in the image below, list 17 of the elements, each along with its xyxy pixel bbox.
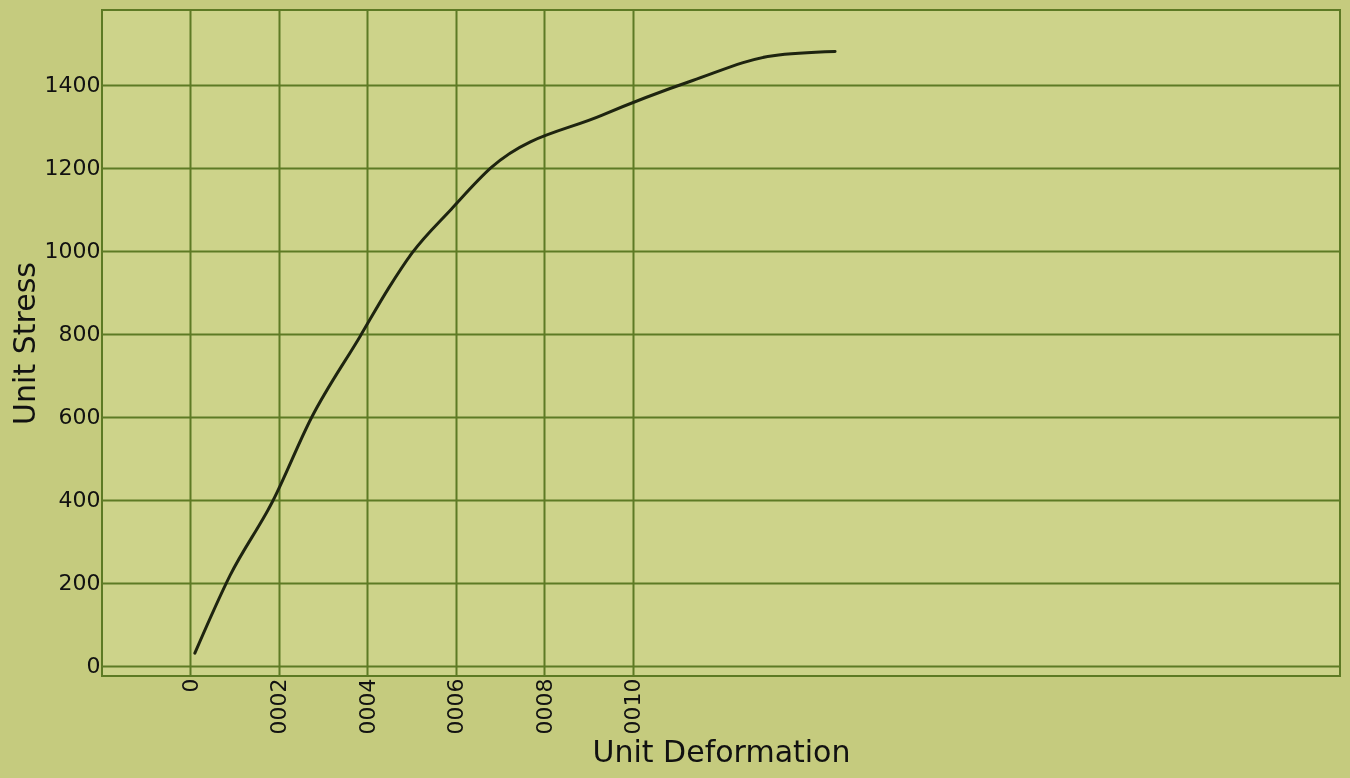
x-axis-title: Unit Deformation xyxy=(592,734,851,770)
y-tick-label: 1000 xyxy=(44,238,101,264)
y-tick-label: 1400 xyxy=(44,72,101,98)
y-tick-label: 0 xyxy=(86,653,101,679)
x-tick-label: 0010 xyxy=(620,678,646,735)
y-tick-label: 400 xyxy=(58,487,101,513)
x-tick-label: 0008 xyxy=(531,678,557,735)
x-tick-label: 0 xyxy=(177,678,203,693)
y-axis-title: Unit Stress xyxy=(6,262,42,425)
x-tick-label: 0002 xyxy=(266,678,292,735)
x-tick-label: 0004 xyxy=(354,678,380,735)
y-tick-label: 600 xyxy=(58,404,101,430)
x-tick-label: 0006 xyxy=(443,678,469,735)
line-series xyxy=(193,50,837,655)
y-tick-label: 200 xyxy=(58,570,101,596)
y-tick-label: 1200 xyxy=(44,155,101,181)
y-tick-label: 800 xyxy=(58,321,101,347)
